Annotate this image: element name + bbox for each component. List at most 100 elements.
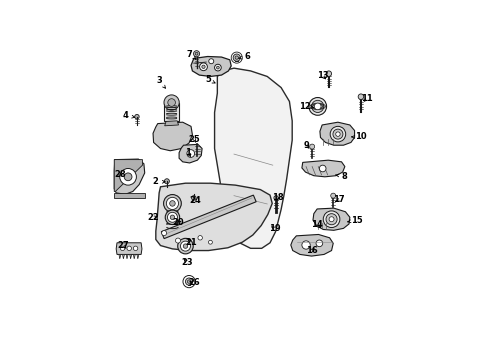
Circle shape <box>167 212 177 222</box>
Text: 11: 11 <box>361 94 372 103</box>
Text: 15: 15 <box>347 216 362 225</box>
Circle shape <box>175 238 180 243</box>
Circle shape <box>214 64 221 71</box>
Polygon shape <box>114 159 142 192</box>
Circle shape <box>124 173 132 181</box>
Polygon shape <box>156 183 272 251</box>
Circle shape <box>120 168 136 185</box>
Text: 24: 24 <box>189 196 201 205</box>
Circle shape <box>311 100 323 112</box>
Polygon shape <box>191 57 231 76</box>
Polygon shape <box>133 255 135 259</box>
Circle shape <box>195 52 198 55</box>
Text: 3: 3 <box>156 76 165 88</box>
Circle shape <box>202 65 205 68</box>
Circle shape <box>120 246 124 251</box>
Text: 25: 25 <box>188 135 200 144</box>
Circle shape <box>193 51 199 57</box>
Circle shape <box>185 278 192 285</box>
Circle shape <box>198 235 202 240</box>
Polygon shape <box>312 208 349 230</box>
Text: 5: 5 <box>205 75 215 84</box>
Circle shape <box>308 98 326 115</box>
Polygon shape <box>319 122 354 145</box>
Circle shape <box>127 246 131 251</box>
Text: 2: 2 <box>152 177 165 186</box>
Text: 20: 20 <box>172 218 184 227</box>
Circle shape <box>330 193 335 198</box>
Circle shape <box>165 210 179 225</box>
Text: 8: 8 <box>335 172 346 181</box>
Polygon shape <box>163 103 179 121</box>
Circle shape <box>186 150 194 157</box>
Polygon shape <box>116 243 142 255</box>
Circle shape <box>332 129 342 139</box>
Circle shape <box>169 201 175 206</box>
Polygon shape <box>122 255 124 259</box>
Circle shape <box>208 240 212 244</box>
Polygon shape <box>214 68 292 248</box>
Circle shape <box>357 94 363 99</box>
Circle shape <box>199 63 207 71</box>
Circle shape <box>180 241 190 251</box>
Polygon shape <box>129 255 131 259</box>
Text: 7: 7 <box>186 50 195 59</box>
Circle shape <box>323 211 339 228</box>
Circle shape <box>187 280 190 283</box>
Circle shape <box>314 103 320 110</box>
Text: 14: 14 <box>311 220 323 229</box>
Circle shape <box>167 99 175 106</box>
Circle shape <box>191 195 196 200</box>
Circle shape <box>328 217 333 222</box>
Polygon shape <box>179 144 202 163</box>
Text: 6: 6 <box>238 52 250 61</box>
Circle shape <box>163 194 181 212</box>
Polygon shape <box>161 195 256 239</box>
Circle shape <box>170 215 174 220</box>
Circle shape <box>315 240 322 247</box>
Text: 16: 16 <box>305 246 317 255</box>
Circle shape <box>162 231 166 235</box>
Circle shape <box>325 71 331 76</box>
Text: 10: 10 <box>351 132 366 141</box>
Text: 12: 12 <box>298 102 313 111</box>
Polygon shape <box>137 255 139 259</box>
Polygon shape <box>153 122 192 151</box>
Circle shape <box>335 132 340 136</box>
Text: 23: 23 <box>181 258 192 267</box>
Circle shape <box>325 214 336 225</box>
Text: 9: 9 <box>303 141 308 150</box>
Circle shape <box>273 195 278 200</box>
Text: 18: 18 <box>271 193 283 202</box>
Circle shape <box>329 126 345 142</box>
Circle shape <box>301 241 309 249</box>
Text: 17: 17 <box>333 195 345 204</box>
Polygon shape <box>164 121 178 126</box>
Circle shape <box>319 165 325 172</box>
Circle shape <box>183 244 187 248</box>
Text: 19: 19 <box>268 224 280 233</box>
Text: 1: 1 <box>185 148 191 157</box>
Text: 13: 13 <box>316 71 328 80</box>
Circle shape <box>135 114 139 119</box>
Polygon shape <box>301 160 344 177</box>
Text: 4: 4 <box>122 111 134 120</box>
Text: 26: 26 <box>187 279 199 288</box>
Circle shape <box>163 95 179 110</box>
Polygon shape <box>114 193 145 198</box>
Text: 21: 21 <box>185 238 197 247</box>
Polygon shape <box>119 255 121 259</box>
Circle shape <box>309 144 314 149</box>
Polygon shape <box>126 255 128 259</box>
Text: 28: 28 <box>114 170 125 179</box>
Text: 22: 22 <box>147 213 159 222</box>
Circle shape <box>235 56 238 59</box>
Circle shape <box>164 179 169 184</box>
Text: 27: 27 <box>117 241 129 250</box>
Polygon shape <box>114 159 144 194</box>
Circle shape <box>133 246 138 251</box>
Circle shape <box>166 197 178 210</box>
Circle shape <box>216 66 219 69</box>
Circle shape <box>233 54 240 61</box>
Circle shape <box>208 59 213 64</box>
